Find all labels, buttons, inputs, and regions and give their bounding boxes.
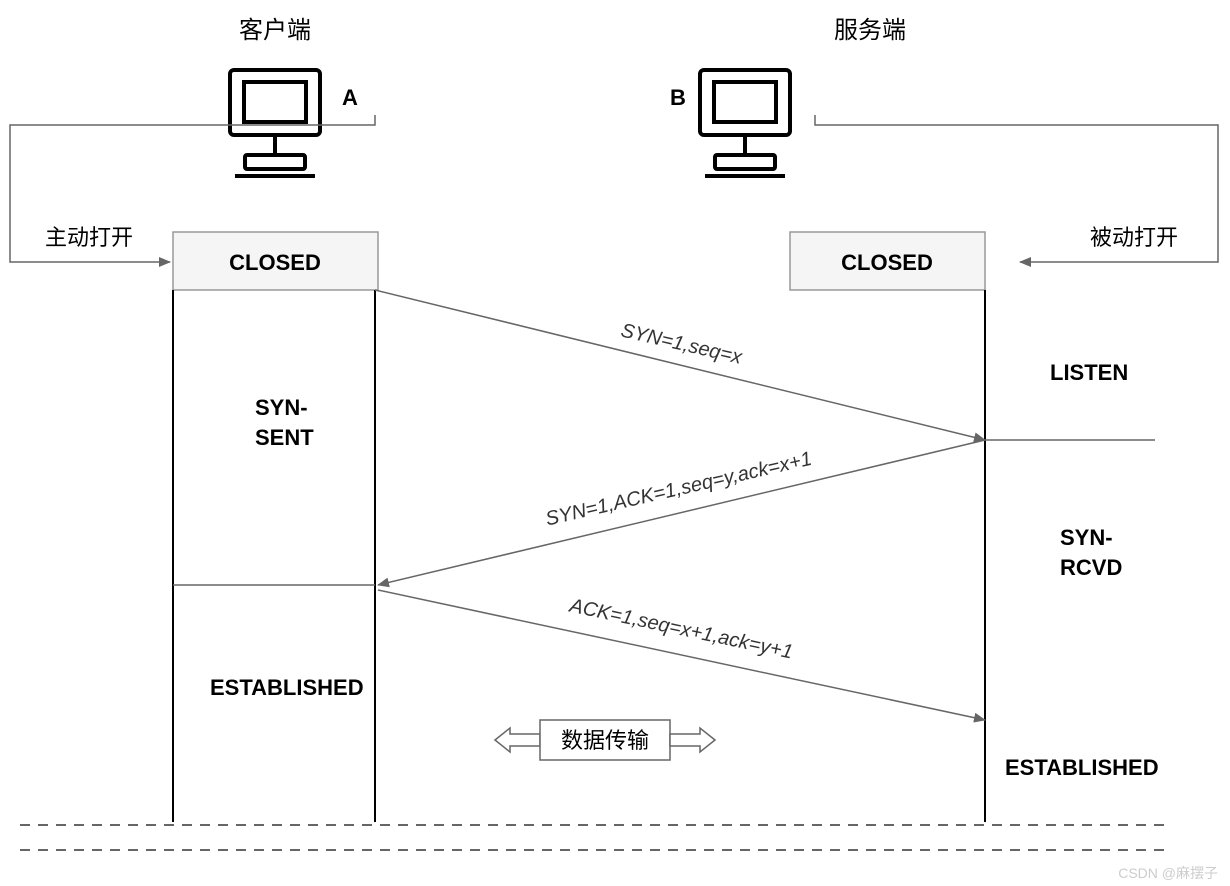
- server-state-syn-rcvd-1: SYN-: [1060, 525, 1113, 550]
- client-state-syn-sent-1: SYN-: [255, 395, 308, 420]
- msg-1-text: SYN=1,seq=x: [619, 320, 745, 369]
- server-title: 服务端: [834, 17, 906, 44]
- client-state-syn-sent-2: SENT: [255, 425, 314, 450]
- server-open-label: 被动打开: [1090, 225, 1178, 250]
- client-open-label: 主动打开: [45, 225, 133, 250]
- data-transfer-label: 数据传输: [561, 728, 649, 753]
- server-state-listen: LISTEN: [1050, 360, 1128, 385]
- data-transfer: 数据传输: [495, 720, 715, 760]
- msg-1-arrow: [375, 290, 985, 440]
- client-computer-icon: [230, 70, 320, 176]
- msg-3-text: ACK=1,seq=x+1,ack=y+1: [567, 595, 795, 664]
- watermark: CSDN @麻摆子: [1118, 865, 1218, 881]
- server-state-syn-rcvd-2: RCVD: [1060, 555, 1122, 580]
- msg-3-arrow: [378, 590, 985, 720]
- server-computer-icon: [700, 70, 790, 176]
- server-closed-label: CLOSED: [841, 250, 933, 275]
- server-marker: B: [670, 85, 686, 110]
- client-closed-label: CLOSED: [229, 250, 321, 275]
- msg-2-text: SYN=1,ACK=1,seq=y,ack=x+1: [543, 448, 814, 531]
- client-marker: A: [342, 85, 358, 110]
- client-state-established: ESTABLISHED: [210, 675, 364, 700]
- msg-2-arrow: [378, 440, 985, 585]
- client-title: 客户端: [239, 17, 311, 44]
- server-state-established: ESTABLISHED: [1005, 755, 1159, 780]
- tcp-handshake-diagram: 客户端 服务端 A B 主动打开 被动打开 CLOSED CLOSED SYN-…: [0, 0, 1230, 886]
